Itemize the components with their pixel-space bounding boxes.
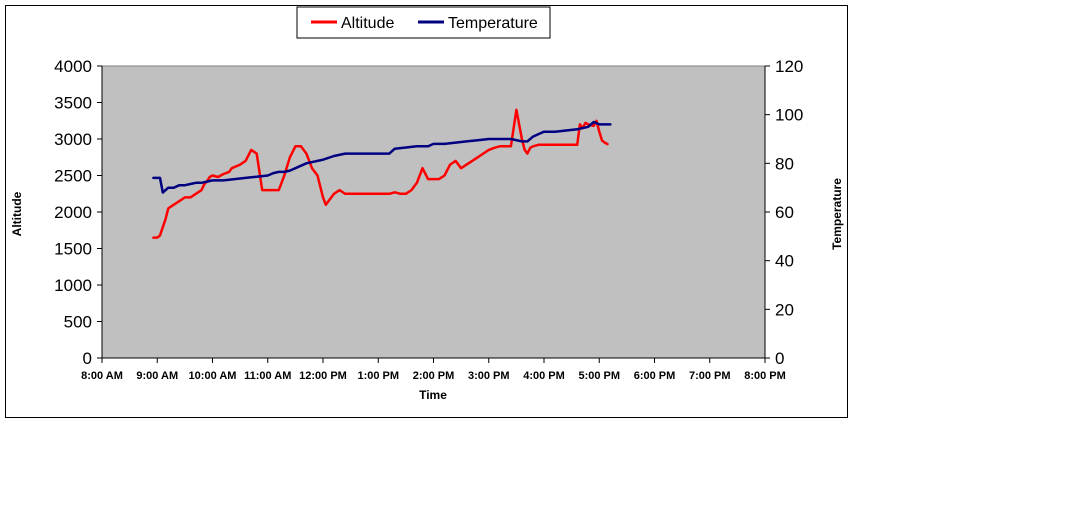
axes: 0 500 1000 1500 2000 2500 3000 3500 4000 0 20 40 60 8… — [54, 57, 803, 382]
y-left-tick-label: 3000 — [54, 130, 92, 149]
y-left-tick-label: 1000 — [54, 276, 92, 295]
chart-svg: Altitude Temperature 0500100015002000250… — [10, 6, 844, 402]
y-left-tick-label: 4000 — [54, 57, 92, 76]
x-tick-label: 5:00 PM — [578, 370, 620, 382]
x-tick-label: 2:00 PM — [413, 370, 455, 382]
y-left-tick-label: 0 — [83, 349, 92, 368]
x-axis-title: Time — [419, 388, 447, 402]
x-tick-label: 8:00 PM — [744, 370, 786, 382]
plot-area — [101, 65, 766, 359]
x-tick-label: 9:00 AM — [136, 370, 178, 382]
x-tick-label: 12:00 PM — [299, 370, 347, 382]
x-tick-label: 6:00 PM — [634, 370, 676, 382]
chart-frame: Altitude Temperature 0 500 1000 1500 2000 250… — [5, 5, 848, 418]
y-left-tick-label: 1500 — [54, 240, 92, 259]
y-left-tick-label: 2000 — [54, 203, 92, 222]
y-left-tick-label: 2500 — [54, 167, 92, 186]
x-tick-label: 11:00 AM — [244, 370, 291, 382]
y-right-tick-label: 60 — [775, 203, 794, 222]
x-tick-label: 7:00 PM — [689, 370, 731, 382]
y-right-tick-label: 120 — [775, 57, 803, 76]
y-right-tick-label: 100 — [775, 106, 803, 125]
y-left-tick-label: 3500 — [54, 94, 92, 113]
y-axis-left-title: Altitude — [10, 191, 24, 236]
y-right-tick-label: 20 — [775, 300, 794, 319]
legend-label-temperature: Temperature — [448, 15, 538, 32]
y-left-tick-label: 500 — [64, 313, 92, 332]
series-line-altitude — [152, 108, 609, 239]
x-tick-label: 10:00 AM — [189, 370, 237, 382]
y-right-tick-label: 0 — [775, 349, 784, 368]
series-line-temperature — [152, 120, 612, 194]
y-right-tick-label: 40 — [775, 252, 794, 271]
y-axis-right-title: Temperature — [830, 178, 844, 250]
x-tick-label: 1:00 PM — [357, 370, 399, 382]
x-tick-label: 4:00 PM — [523, 370, 565, 382]
legend-label-altitude: Altitude — [341, 15, 394, 32]
x-tick-label: 8:00 AM — [81, 370, 123, 382]
x-tick-label: 3:00 PM — [468, 370, 510, 382]
legend: Altitude Temperature — [296, 6, 551, 39]
y-right-tick-label: 80 — [775, 154, 794, 173]
series-layer — [152, 108, 612, 239]
